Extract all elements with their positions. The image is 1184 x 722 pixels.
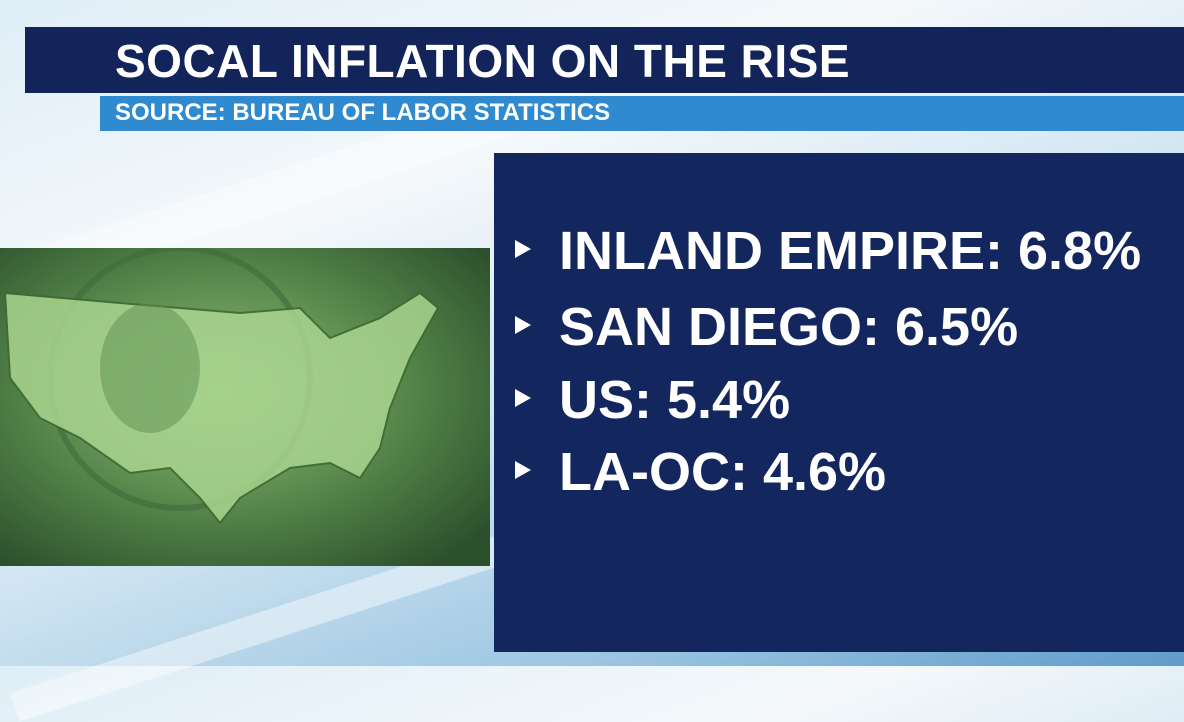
stat-text: SAN DIEGO: 6.5% [559, 297, 1019, 357]
stat-text: LA-OC: 4.6% [559, 442, 887, 502]
money-map-image [0, 248, 490, 566]
title: SOCAL INFLATION ON THE RISE [115, 35, 851, 87]
stat-item: SAN DIEGO: 6.5% [515, 296, 1018, 358]
title-bar [25, 27, 1184, 93]
stat-item: LA-OC: 4.6% [515, 441, 886, 503]
source: SOURCE: BUREAU OF LABOR STATISTICS [115, 99, 611, 126]
stats-panel [494, 153, 1184, 652]
page: SOCAL INFLATION ON THE RISE SOURCE: BURE… [0, 0, 1184, 666]
stat-text: US: 5.4% [559, 370, 791, 430]
source-bar [100, 96, 1184, 131]
stat-item: INLAND EMPIRE: 6.8% [515, 220, 1141, 282]
stat-text: INLAND EMPIRE: 6.8% [559, 221, 1142, 281]
stat-item: US: 5.4% [515, 369, 790, 431]
